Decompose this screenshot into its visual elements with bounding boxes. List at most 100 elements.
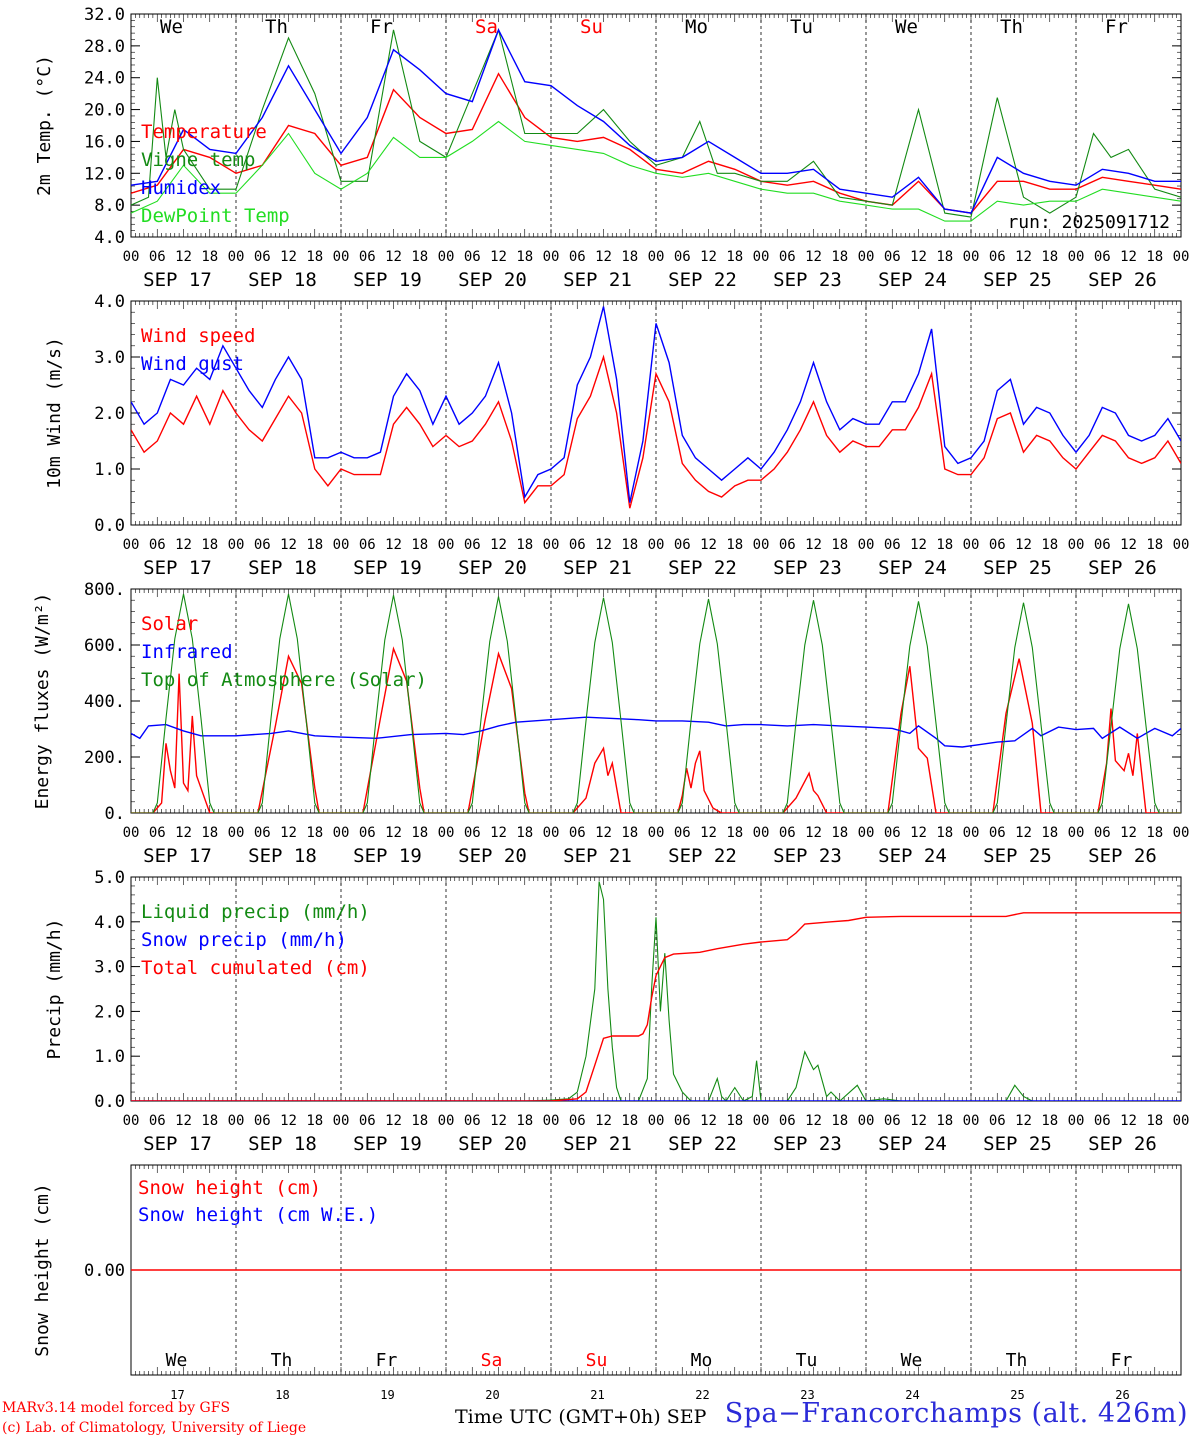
y-axis-title: Precip (mm/h) <box>44 919 65 1060</box>
y-tick-label: 4.0 <box>94 292 125 312</box>
hour-label: 12 <box>910 537 927 553</box>
hour-label: 06 <box>149 537 166 553</box>
legend-entry: Snow height (cm W.E.) <box>138 1204 378 1226</box>
y-tick-label: 600. <box>84 636 125 656</box>
hour-label: 00 <box>858 249 875 265</box>
hour-label: 12 <box>175 249 192 265</box>
weekday-label: Tu <box>796 1350 818 1371</box>
hour-label: 12 <box>385 537 402 553</box>
hour-label: 18 <box>1041 249 1058 265</box>
hour-label: 18 <box>516 537 533 553</box>
date-label: SEP 17 <box>143 557 212 579</box>
hour-label: 06 <box>674 249 691 265</box>
y-axis-title: 10m Wind (m/s) <box>44 337 65 489</box>
date-label: SEP 24 <box>878 269 947 291</box>
hour-label: 12 <box>280 537 297 553</box>
date-label: SEP 25 <box>983 845 1052 867</box>
series-line-total-cumulated-cm- <box>131 912 1181 1101</box>
hour-label: 12 <box>1015 537 1032 553</box>
hour-label: 18 <box>726 1113 743 1129</box>
y-tick-label: 3.0 <box>94 348 125 368</box>
hour-label: 00 <box>963 537 980 553</box>
weekday-label: We <box>160 16 183 38</box>
series-line-wind-gust <box>131 306 1181 503</box>
hour-label: 12 <box>1120 1113 1137 1129</box>
hour-label: 00 <box>438 249 455 265</box>
hour-label: 18 <box>201 825 218 841</box>
day-number-label: 18 <box>275 1388 289 1402</box>
weekday-label: Th <box>1006 1350 1028 1371</box>
hour-label: 12 <box>805 825 822 841</box>
hour-label: 06 <box>1094 1113 1111 1129</box>
date-label: SEP 18 <box>248 1133 317 1155</box>
hour-label: 18 <box>411 249 428 265</box>
date-label: SEP 20 <box>458 845 527 867</box>
hour-label: 06 <box>884 537 901 553</box>
date-label: SEP 19 <box>353 269 422 291</box>
date-label: SEP 20 <box>458 1133 527 1155</box>
weekday-label: Fr <box>1111 1350 1133 1371</box>
date-label: SEP 18 <box>248 269 317 291</box>
chart-panel-4: 0.0 1.0 2.0 3.0 4.0 5.0 Precip (mm/h) Liquid pr… <box>44 868 1189 1155</box>
date-label: SEP 21 <box>563 1133 632 1155</box>
hour-label: 12 <box>175 537 192 553</box>
hour-label: 06 <box>779 249 796 265</box>
weekday-label: We <box>901 1350 923 1371</box>
hour-label: 12 <box>700 249 717 265</box>
date-label: SEP 25 <box>983 557 1052 579</box>
date-label: SEP 25 <box>983 269 1052 291</box>
hour-label: 00 <box>858 537 875 553</box>
weekday-label: Fr <box>376 1350 398 1371</box>
hour-label: 18 <box>621 1113 638 1129</box>
hour-label: 06 <box>779 825 796 841</box>
hour-label: 18 <box>831 537 848 553</box>
date-label: SEP 19 <box>353 1133 422 1155</box>
hour-label: 12 <box>1120 537 1137 553</box>
y-tick-label: 0.0 <box>94 1092 125 1112</box>
day-number-label: 23 <box>800 1388 814 1402</box>
date-label: SEP 22 <box>668 557 737 579</box>
legend-entry: Wind gust <box>141 353 244 375</box>
y-tick-label: 12.0 <box>84 164 125 184</box>
hour-label: 12 <box>490 825 507 841</box>
date-label: SEP 23 <box>773 269 842 291</box>
hour-label: 06 <box>989 1113 1006 1129</box>
hour-label: 12 <box>1120 825 1137 841</box>
hour-label: 18 <box>201 537 218 553</box>
hour-label: 06 <box>779 537 796 553</box>
hour-label: 06 <box>359 249 376 265</box>
weekday-label: Mo <box>691 1350 713 1371</box>
y-axis-title: Energy fluxes (W/m²) <box>32 593 53 810</box>
hour-label: 00 <box>1068 1113 1085 1129</box>
hour-label: 00 <box>648 537 665 553</box>
weekday-label: Sa <box>475 16 498 38</box>
hour-label: 12 <box>175 1113 192 1129</box>
weekday-label: Th <box>1000 16 1023 38</box>
run-label: run: 2025091712 <box>1007 212 1170 233</box>
legend-entry: Vigne temp <box>141 149 255 171</box>
hour-label: 06 <box>884 249 901 265</box>
hour-label: 18 <box>831 249 848 265</box>
hour-label: 06 <box>989 825 1006 841</box>
legend-entry: Solar <box>141 613 198 635</box>
lab-credit: (c) Lab. of Climatology, University of L… <box>2 1420 307 1436</box>
hour-label: 12 <box>1120 249 1137 265</box>
station-title: Spa−Francorchamps (alt. 426m) <box>724 1398 1188 1429</box>
hour-label: 00 <box>228 1113 245 1129</box>
hour-label: 18 <box>621 537 638 553</box>
hour-label: 00 <box>333 249 350 265</box>
hour-label: 18 <box>1146 1113 1163 1129</box>
legend-entry: Liquid precip (mm/h) <box>141 901 370 923</box>
date-label: SEP 24 <box>878 557 947 579</box>
date-label: SEP 22 <box>668 1133 737 1155</box>
weekday-label: Fr <box>370 16 393 38</box>
hour-label: 06 <box>359 825 376 841</box>
hour-label: 06 <box>989 537 1006 553</box>
hour-label: 12 <box>805 537 822 553</box>
hour-label: 00 <box>228 537 245 553</box>
hour-label: 00 <box>963 249 980 265</box>
hour-label: 18 <box>201 249 218 265</box>
hour-label: 12 <box>805 1113 822 1129</box>
hour-label: 00 <box>753 249 770 265</box>
hour-label: 18 <box>726 249 743 265</box>
